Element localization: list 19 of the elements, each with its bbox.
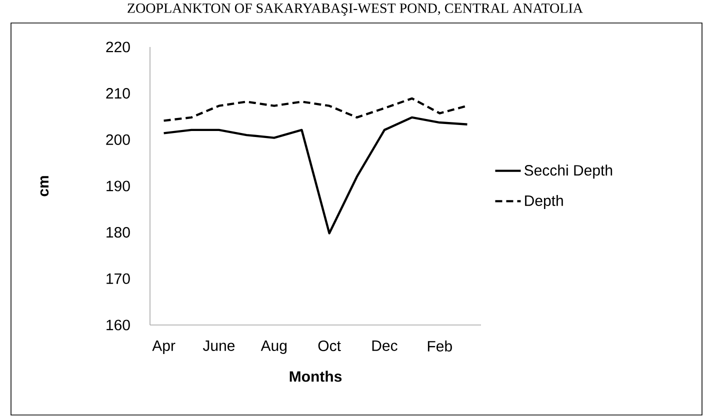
legend-label: Depth xyxy=(525,194,563,209)
legend-label: Secchi Depth xyxy=(524,164,612,179)
x-tick-label: Apr xyxy=(152,340,176,354)
x-tick-label: June xyxy=(202,340,235,351)
y-tick-label: 160 xyxy=(106,320,130,330)
x-tick-label: Oct xyxy=(318,340,341,352)
y-tick-label: 220 xyxy=(106,42,130,52)
y-tick-label: 190 xyxy=(106,180,130,192)
x-axis-title: Months xyxy=(290,370,342,382)
y-tick-label: 180 xyxy=(106,227,130,238)
x-tick-label: Aug xyxy=(260,340,287,354)
x-tick-label: Feb xyxy=(428,340,452,352)
y-tick-label: 210 xyxy=(106,88,130,99)
x-tick-label: Dec xyxy=(372,340,398,351)
chart-title: ZOOPLANKTON OF SAKARYABAŞI-WEST POND, CENTRAL ANATOLIA xyxy=(128,4,583,16)
line-series xyxy=(162,116,468,234)
y-axis-title: cm xyxy=(40,176,49,196)
y-tick-label: 170 xyxy=(106,273,130,284)
y-tick-label: 200 xyxy=(106,134,130,145)
